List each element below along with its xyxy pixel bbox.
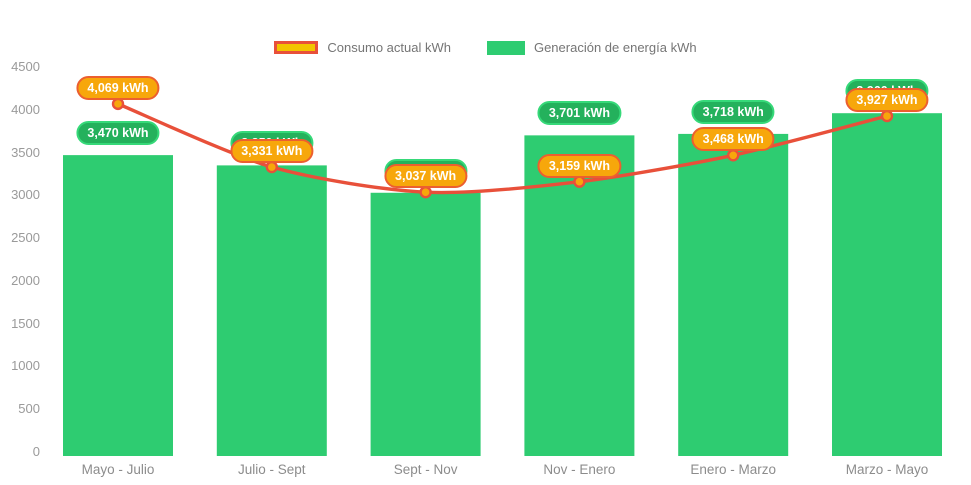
legend-label: Generación de energía kWh bbox=[533, 40, 697, 55]
consumption-value-badge: 3,159 kWh bbox=[537, 153, 621, 178]
generation-bar bbox=[63, 155, 173, 456]
generation-bar-swatch-icon bbox=[486, 40, 525, 55]
generation-value-badge: 3,718 kWh bbox=[691, 99, 775, 124]
consumption-value-badge: 3,468 kWh bbox=[691, 127, 775, 152]
generation-bar bbox=[832, 113, 942, 456]
y-axis-tick: 4000 bbox=[11, 101, 40, 117]
consumption-line-swatch-icon bbox=[274, 41, 319, 54]
generation-bar bbox=[370, 192, 481, 456]
consumption-point bbox=[880, 109, 894, 123]
consumption-value-badge: 3,037 kWh bbox=[384, 164, 468, 189]
generation-value-badge: 3,701 kWh bbox=[537, 101, 621, 126]
y-axis-tick: 3000 bbox=[11, 187, 40, 203]
legend-item-generacion[interactable]: Generación de energía kWh bbox=[486, 40, 697, 55]
x-axis-label: Nov - Enero bbox=[543, 462, 616, 477]
chart-legend: Consumo actual kWh Generación de energía … bbox=[0, 40, 971, 55]
generation-value-badge: 3,470 kWh bbox=[76, 121, 160, 146]
y-axis-tick: 2500 bbox=[11, 230, 40, 246]
y-axis-tick: 1500 bbox=[11, 315, 40, 331]
legend-item-consumo[interactable]: Consumo actual kWh bbox=[274, 40, 451, 55]
x-axis-label: Sept - Nov bbox=[393, 462, 458, 477]
generation-bar bbox=[216, 165, 327, 456]
consumption-point bbox=[265, 160, 278, 174]
y-axis-tick: 2000 bbox=[11, 272, 40, 288]
consumption-value-badge: 3,927 kWh bbox=[845, 88, 929, 113]
consumption-point bbox=[573, 175, 586, 188]
y-axis-tick: 1000 bbox=[11, 358, 40, 374]
consumption-point bbox=[727, 149, 740, 162]
consumption-point bbox=[111, 97, 125, 111]
x-axis-label: Julio - Sept bbox=[238, 462, 306, 477]
y-axis-tick: 0 bbox=[32, 444, 40, 459]
generation-bar bbox=[524, 135, 635, 456]
y-axis-tick: 3500 bbox=[11, 144, 40, 160]
y-axis-tick: 500 bbox=[18, 401, 40, 417]
consumption-value-badge: 4,069 kWh bbox=[76, 75, 160, 100]
generation-bar bbox=[678, 133, 789, 456]
y-axis-tick: 4500 bbox=[11, 59, 40, 74]
x-axis-label: Marzo - Mayo bbox=[845, 462, 929, 477]
x-axis-label: Enero - Marzo bbox=[690, 462, 776, 477]
legend-label: Consumo actual kWh bbox=[327, 40, 451, 55]
consumption-value-badge: 3,331 kWh bbox=[230, 139, 314, 163]
x-axis-label: Mayo - Julio bbox=[81, 462, 155, 477]
consumption-point bbox=[419, 185, 432, 199]
